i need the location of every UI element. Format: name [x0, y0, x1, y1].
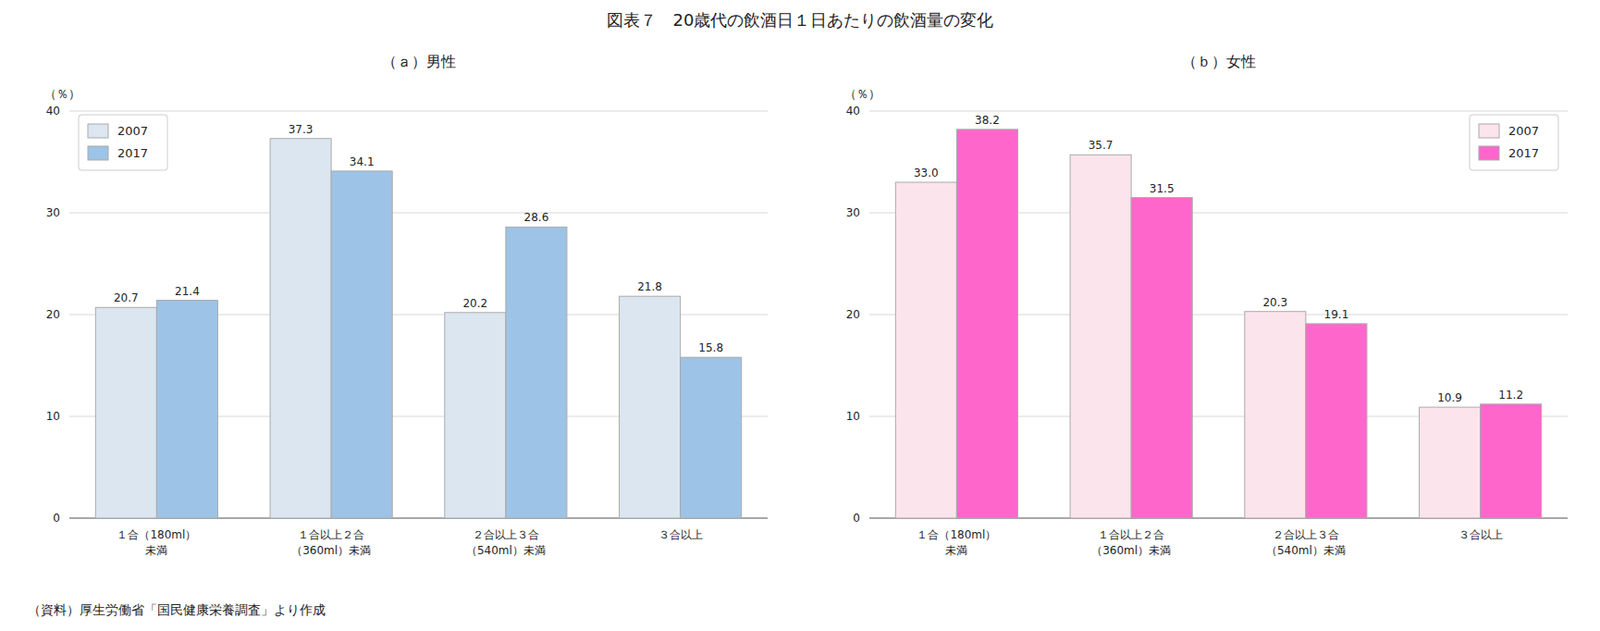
y-tick-label: 30: [846, 206, 861, 220]
bar: [680, 356, 742, 518]
y-tick-label: 40: [46, 104, 61, 118]
bar: [1480, 404, 1542, 518]
x-tick-label-line: １合以上２合: [297, 528, 365, 542]
bar: [270, 138, 332, 518]
data-label: 11.2: [1498, 388, 1524, 402]
x-tick-label: ２合以上３合（540ml）未満: [466, 528, 546, 557]
data-label: 21.4: [174, 284, 200, 298]
title: 図表７ 20歳代の飲酒日１日あたりの飲酒量の変化: [606, 10, 995, 30]
x-tick-label: １合（180ml）未満: [116, 528, 197, 557]
x-tick-label-line: １合（180ml）: [116, 528, 197, 542]
panel: （ｂ）女性 （％） 0 10 20 30 40 33.0 35.7 20.3 10.9 38.2 31.…: [844, 52, 1569, 557]
x-tick-label: ２合以上３合（540ml）未満: [1266, 528, 1346, 557]
data-label: 21.8: [637, 280, 663, 294]
data-label: 15.8: [698, 341, 724, 355]
x-tick-label-line: ２合以上３合: [1272, 528, 1340, 542]
x-tick-label: １合（180ml）未満: [916, 528, 997, 557]
bar: [1419, 406, 1481, 518]
x-tick-label-line: （360ml）未満: [291, 543, 371, 557]
x-tick-label-line: １合（180ml）: [916, 528, 997, 542]
legend-swatch: [87, 146, 109, 160]
bar: [956, 129, 1018, 518]
data-label: 37.3: [288, 123, 314, 136]
x-tick-label-line: ３合以上: [658, 528, 703, 542]
chart-root: 図表７ 20歳代の飲酒日１日あたりの飲酒量の変化 （資料）厚生労働省「国民健康栄養…: [0, 0, 1600, 631]
x-tick-label-line: （540ml）未満: [466, 543, 546, 557]
x-tick-label-line: 未満: [945, 543, 968, 557]
legend: 2007 2017: [1469, 114, 1559, 171]
legend-label: 2017: [1508, 146, 1539, 160]
panel: （ａ）男性 （％） 0 10 20 30 40 20.7 37.3 20.2 21.8 21.4 34.…: [44, 52, 769, 557]
data-label: 38.2: [974, 113, 1000, 127]
data-label: 19.1: [1324, 307, 1350, 321]
legend-swatch: [1478, 146, 1500, 160]
data-label: 35.7: [1088, 138, 1114, 152]
legend-box: [78, 114, 168, 171]
data-labels: 33.0 35.7 20.3 10.9 38.2 31.5 19.1 11.2: [913, 113, 1524, 405]
data-label: 20.7: [113, 291, 139, 305]
y-tick-label: 0: [852, 511, 861, 525]
data-label: 28.6: [524, 210, 550, 224]
data-label: 31.5: [1149, 182, 1175, 196]
x-tick-label-line: ３合以上: [1458, 528, 1503, 542]
bars: [95, 138, 741, 518]
bar: [1070, 154, 1132, 518]
x-tick-label: ３合以上: [658, 528, 703, 542]
data-label: 33.0: [913, 166, 939, 180]
x-tick-label-line: ２合以上３合: [472, 528, 540, 542]
y-axis-label: （％）: [44, 86, 81, 101]
data-label: 10.9: [1437, 391, 1463, 405]
data-label: 20.2: [462, 296, 488, 310]
legend: 2007 2017: [78, 114, 168, 171]
bar: [331, 171, 393, 518]
data-label: 34.1: [349, 155, 375, 169]
x-tick-label: １合以上２合（360ml）未満: [291, 528, 371, 557]
y-tick-label: 20: [46, 307, 61, 321]
x-tick-label: ３合以上: [1458, 528, 1503, 542]
y-tick-label: 30: [46, 206, 61, 220]
x-tick-label-line: （540ml）未満: [1266, 543, 1346, 557]
bar: [1244, 311, 1306, 518]
x-tick-label-line: 未満: [145, 543, 168, 557]
y-tick-label: 0: [52, 511, 61, 525]
data-labels: 20.7 37.3 20.2 21.8 21.4 34.1 28.6 15.8: [113, 123, 724, 356]
bar: [1305, 323, 1367, 518]
grid-line: [69, 212, 768, 214]
bar: [156, 300, 218, 518]
subtitle: （ａ）男性: [381, 52, 456, 71]
y-tick-label: 40: [846, 104, 861, 118]
legend-label: 2017: [117, 146, 148, 160]
x-tick-label-line: （360ml）未満: [1091, 543, 1171, 557]
bar: [505, 226, 567, 518]
y-tick-label: 10: [46, 409, 61, 423]
y-tick-label: 20: [846, 307, 861, 321]
bar: [1131, 197, 1193, 519]
legend-label: 2007: [1508, 123, 1539, 138]
y-tick-label: 10: [846, 409, 861, 423]
grid-line: [69, 110, 768, 112]
grid-line: [869, 110, 1568, 112]
bar: [895, 182, 957, 518]
y-axis-label: （％）: [844, 86, 881, 101]
bar: [444, 312, 506, 518]
legend-label: 2007: [117, 123, 148, 138]
bar: [619, 295, 681, 518]
subtitle: （ｂ）女性: [1181, 52, 1256, 71]
bars: [895, 129, 1541, 518]
legend-swatch: [1478, 123, 1500, 138]
x-tick-label-line: １合以上２合: [1097, 528, 1165, 542]
legend-swatch: [87, 123, 109, 138]
footnote: （資料）厚生労働省「国民健康栄養調査」より作成: [27, 602, 326, 617]
x-tick-label: １合以上２合（360ml）未満: [1091, 528, 1171, 557]
bar: [95, 307, 157, 518]
data-label: 20.3: [1262, 295, 1288, 309]
legend-box: [1469, 114, 1559, 171]
